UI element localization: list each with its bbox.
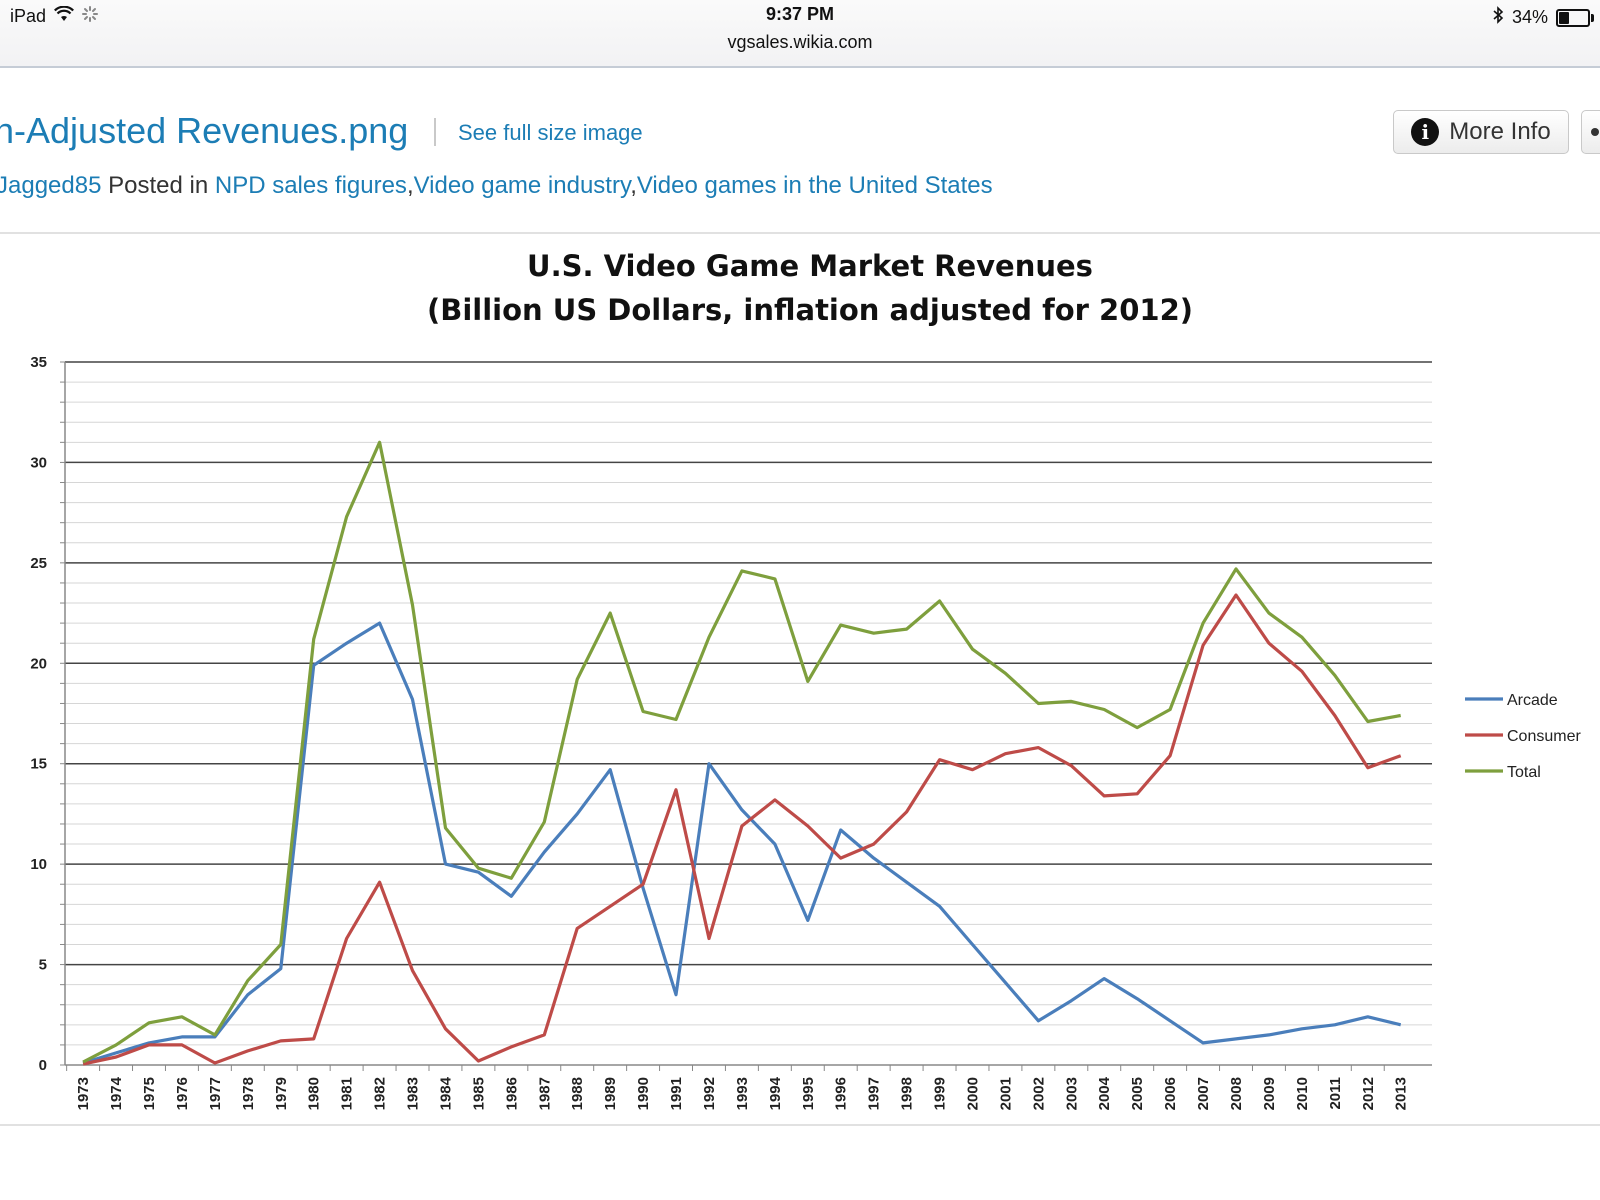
battery-percent: 34% [1511, 7, 1548, 27]
y-tick-label: 10 [30, 856, 47, 873]
x-tick-label: 1973 [75, 1077, 92, 1110]
series-line-total [82, 440, 1401, 1064]
file-title: n-Adjusted Revenues.png [0, 110, 409, 151]
x-tick-label: 1976 [174, 1077, 191, 1110]
x-tick-label: 2009 [1261, 1077, 1278, 1110]
x-tick-label: 1991 [668, 1077, 685, 1110]
x-tick-label: 1999 [932, 1077, 949, 1110]
x-tick-label: 1993 [734, 1077, 751, 1110]
x-tick-label: 1986 [503, 1077, 520, 1110]
x-tick-label: 2000 [964, 1077, 981, 1110]
x-tick-label: 1978 [240, 1077, 257, 1110]
chart-grid [65, 361, 1432, 1046]
series-line-arcade [82, 621, 1402, 1065]
address-bar[interactable]: vgsales.wikia.com [727, 32, 873, 52]
x-tick-label: 2004 [1096, 1076, 1113, 1110]
x-tick-label: 1995 [800, 1077, 817, 1110]
chart-axes: 0 5 10 15 20 25 30 35 1973 1974 1975 1976 1977 1978 19… [30, 354, 1432, 1110]
battery-fill [1559, 11, 1569, 24]
x-tick-label: 1984 [437, 1076, 454, 1110]
x-tick-label: 1996 [833, 1077, 850, 1110]
chart-subtitle: (Billion US Dollars, inflation adjusted … [427, 293, 1193, 327]
x-tick-label: 1974 [108, 1076, 125, 1110]
x-tick-label: 1985 [470, 1077, 487, 1110]
share-button[interactable] [1581, 110, 1600, 154]
x-tick-label: 1981 [339, 1077, 356, 1110]
wifi-icon [54, 5, 75, 27]
y-tick-label: 25 [30, 555, 47, 572]
battery-icon [1556, 8, 1594, 27]
y-tick-label: 5 [39, 957, 47, 974]
x-tick-label: 1975 [141, 1077, 158, 1110]
category-link[interactable]: Video game industry [413, 172, 631, 199]
x-tick-label: 1977 [207, 1077, 224, 1110]
status-left: iPad [10, 5, 99, 27]
x-tick-label: 2003 [1063, 1077, 1080, 1110]
y-tick-label: 0 [39, 1057, 47, 1074]
legend-label-total: Total [1507, 764, 1541, 781]
x-tick-label: 1992 [701, 1077, 718, 1110]
x-tick-label: 2011 [1327, 1077, 1344, 1110]
legend-label-arcade: Arcade [1507, 692, 1558, 709]
more-info-button[interactable]: i More Info [1393, 110, 1569, 154]
category-link[interactable]: Video games in the United States [636, 172, 993, 199]
x-tick-label: 1989 [602, 1077, 619, 1110]
y-tick-label: 35 [30, 354, 47, 371]
device-name: iPad [10, 6, 47, 26]
x-tick-label: 1979 [273, 1077, 290, 1110]
chart-series [82, 440, 1402, 1066]
category-link[interactable]: NPD sales figures [214, 172, 407, 199]
info-icon: i [1411, 118, 1440, 146]
x-tick-label: 1982 [372, 1077, 389, 1110]
clock: 9:37 PM [765, 4, 835, 24]
legend-label-consumer: Consumer [1507, 728, 1581, 745]
x-tick-label: 2008 [1228, 1077, 1245, 1110]
x-tick-label: 2002 [1030, 1077, 1047, 1110]
x-tick-label: 1990 [635, 1077, 652, 1110]
x-tick-label: 1997 [866, 1077, 883, 1110]
x-tick-label: 1988 [569, 1077, 586, 1110]
status-bar: iPad 9:37 PM vgsales.wikia.com 34% [0, 0, 1600, 68]
uploader-link[interactable]: Jagged85 [0, 172, 102, 199]
x-tick-label: 1998 [899, 1077, 916, 1110]
y-tick-label: 20 [30, 655, 47, 672]
posted-in-label: Posted in [108, 172, 209, 199]
x-tick-label: 2001 [997, 1077, 1014, 1110]
bluetooth-icon [1492, 6, 1504, 29]
more-info-label: More Info [1449, 118, 1551, 145]
footer-divider [0, 1124, 1600, 1126]
see-full-size-link[interactable]: See full size image [458, 120, 643, 145]
x-tick-label: 2007 [1195, 1077, 1212, 1110]
series-line-consumer [82, 593, 1402, 1066]
header-divider [0, 232, 1600, 234]
x-tick-label: 2013 [1393, 1077, 1410, 1110]
x-tick-label: 1994 [767, 1076, 784, 1110]
x-tick-label: 1987 [536, 1077, 553, 1110]
loading-spinner-icon [82, 6, 99, 27]
revenue-line-chart: U.S. Video Game Market Revenues (Billion… [30, 249, 1581, 1110]
x-tick-label: 1983 [405, 1077, 422, 1110]
y-tick-label: 15 [30, 756, 47, 773]
x-tick-label: 2010 [1294, 1077, 1311, 1110]
posted-line: Jagged85 Posted in NPD sales figures,Vid… [0, 172, 993, 200]
y-tick-label: 30 [30, 454, 47, 471]
chart-legend: Arcade Consumer Total [1465, 692, 1581, 781]
share-icon [1591, 128, 1599, 136]
x-tick-label: 2006 [1162, 1077, 1179, 1110]
x-tick-label: 1980 [306, 1077, 323, 1110]
title-divider [434, 118, 436, 146]
chart-title: U.S. Video Game Market Revenues [527, 249, 1093, 283]
status-right: 34% [1492, 6, 1594, 29]
x-tick-label: 2005 [1129, 1077, 1146, 1110]
x-tick-label: 2012 [1360, 1077, 1377, 1110]
